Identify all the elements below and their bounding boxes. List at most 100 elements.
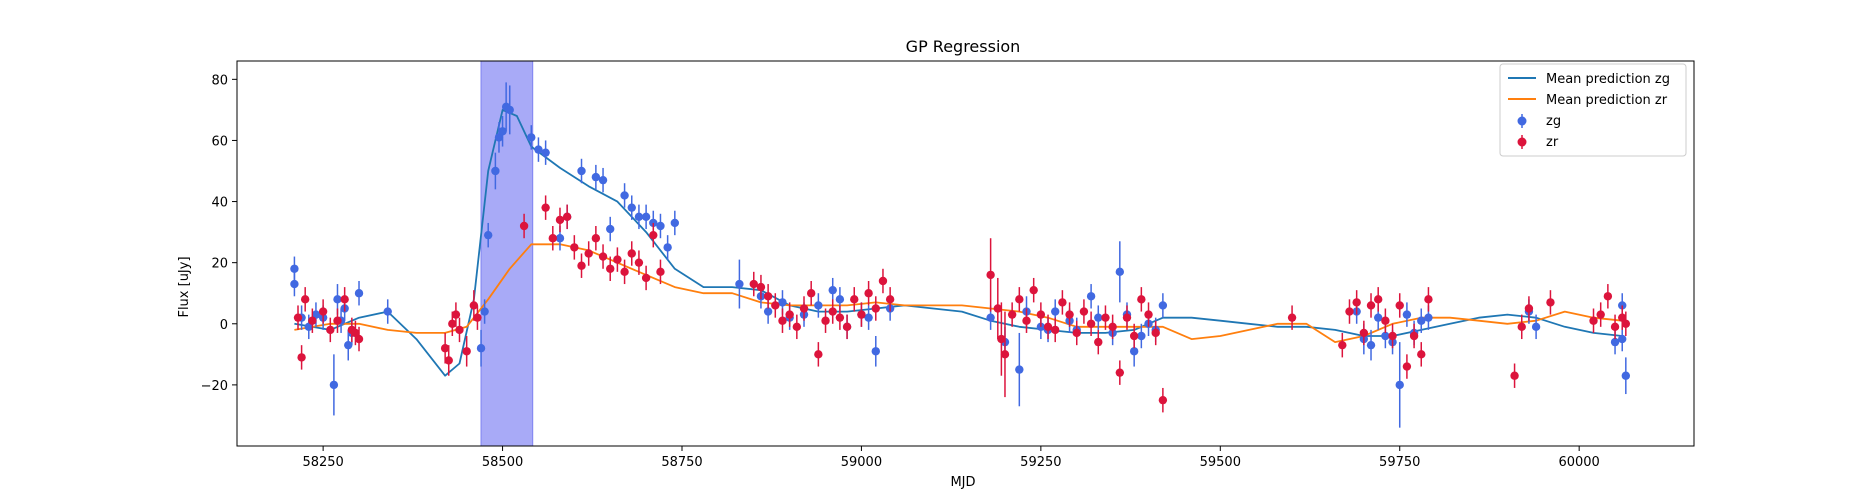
- data-point-zr-41: [778, 316, 787, 325]
- data-point-zg-71: [1158, 301, 1168, 310]
- x-tick-label-1: 58500: [482, 455, 523, 470]
- data-point-zr-73: [1094, 337, 1103, 347]
- data-point-zr-55: [878, 276, 888, 286]
- data-point-zg-76: [1381, 331, 1390, 341]
- data-point-zg-7: [333, 295, 342, 304]
- plot-area: [232, 60, 1695, 451]
- data-point-zr-29: [606, 264, 615, 273]
- data-point-zr-27: [591, 234, 601, 243]
- data-point-zr-69: [1065, 310, 1074, 319]
- data-point-zg-4: [311, 310, 321, 319]
- data-point-zg-28: [591, 172, 601, 182]
- data-point-zg-38: [670, 218, 680, 228]
- data-point-zg-30: [606, 224, 615, 234]
- data-point-zr-2: [300, 295, 310, 304]
- data-point-zr-98: [1517, 322, 1526, 332]
- data-point-zr-22: [555, 215, 565, 225]
- data-point-zg-12: [354, 289, 364, 298]
- data-point-zr-56: [885, 295, 895, 304]
- data-point-zr-34: [641, 273, 651, 283]
- data-point-zr-71: [1079, 307, 1089, 316]
- data-point-zr-5: [326, 325, 335, 335]
- y-tick-label-0: −20: [201, 379, 228, 394]
- data-point-zg-42: [778, 298, 787, 307]
- legend-marker-zg: [1517, 116, 1527, 126]
- data-point-zg-68: [1137, 331, 1146, 341]
- data-point-zr-68: [1058, 298, 1067, 307]
- data-point-zg-84: [1531, 322, 1541, 332]
- data-point-zg-45: [814, 301, 823, 310]
- data-point-zg-53: [986, 313, 995, 322]
- data-point-zr-92: [1395, 301, 1404, 310]
- data-point-zg-47: [835, 295, 845, 304]
- data-point-zr-20: [541, 203, 550, 212]
- data-point-zr-95: [1417, 350, 1426, 359]
- data-point-zr-88: [1366, 301, 1376, 310]
- legend-label-zr: zr: [1546, 135, 1559, 150]
- data-point-zg-23: [534, 145, 543, 154]
- data-point-zr-89: [1373, 295, 1383, 304]
- data-point-zr-15: [455, 325, 464, 335]
- legend-label-zg: zg: [1546, 114, 1561, 129]
- data-point-zg-16: [484, 230, 493, 240]
- y-tick-label-3: 40: [211, 196, 228, 211]
- data-point-zr-30: [613, 255, 622, 264]
- data-point-zr-9: [351, 328, 360, 338]
- data-point-zg-10: [344, 340, 353, 350]
- data-point-zg-55: [1015, 365, 1024, 374]
- data-point-zr-101: [1589, 316, 1598, 325]
- data-point-zr-84: [1338, 340, 1347, 350]
- y-axis-label: Flux [uJy]: [177, 256, 192, 317]
- data-point-zg-85: [1610, 337, 1620, 347]
- legend-marker-zr: [1517, 137, 1527, 147]
- data-point-zr-76: [1115, 368, 1125, 377]
- data-point-zg-24: [541, 148, 550, 157]
- data-point-zg-39: [735, 279, 744, 289]
- data-point-zr-93: [1402, 362, 1412, 371]
- data-point-zg-37: [663, 243, 672, 252]
- data-point-zg-65: [1115, 267, 1125, 277]
- data-point-zr-64: [1029, 285, 1038, 295]
- data-point-zr-52: [857, 310, 866, 319]
- data-point-zg-87: [1621, 371, 1631, 380]
- data-point-zr-87: [1359, 328, 1369, 338]
- data-point-zg-51: [871, 347, 880, 356]
- x-tick-label-3: 59000: [841, 455, 882, 470]
- data-point-zg-31: [620, 191, 629, 200]
- x-tick-label-7: 60000: [1558, 455, 1599, 470]
- data-point-zg-22: [527, 133, 536, 142]
- data-point-zr-80: [1144, 310, 1153, 319]
- data-point-zg-82: [1424, 313, 1433, 322]
- data-point-zr-16: [462, 347, 471, 356]
- data-point-zr-28: [598, 252, 608, 261]
- x-tick-label-5: 59500: [1200, 455, 1241, 470]
- data-point-zr-70: [1072, 328, 1081, 338]
- data-point-zr-67: [1051, 325, 1060, 335]
- data-point-zr-77: [1122, 313, 1132, 322]
- data-point-zg-15: [480, 307, 489, 316]
- data-point-zg-3: [304, 322, 313, 332]
- data-point-zr-6: [333, 316, 342, 325]
- data-point-zr-48: [828, 307, 837, 316]
- data-point-zg-75: [1373, 313, 1383, 322]
- data-point-zr-59: [997, 334, 1006, 344]
- x-tick-label-0: 58250: [302, 455, 343, 470]
- data-point-zr-60: [1000, 350, 1010, 359]
- data-point-zr-12: [444, 356, 453, 365]
- data-point-zg-81: [1417, 316, 1426, 325]
- data-point-zr-62: [1015, 295, 1024, 304]
- data-point-zr-7: [340, 295, 349, 304]
- data-point-zr-51: [850, 295, 859, 304]
- x-tick-label-4: 59250: [1020, 455, 1061, 470]
- data-point-zg-13: [383, 307, 392, 316]
- data-point-zr-49: [835, 313, 845, 322]
- data-point-zr-53: [864, 289, 873, 298]
- data-point-zg-21: [505, 105, 514, 115]
- data-point-zr-18: [473, 313, 482, 322]
- legend: Mean prediction zg Mean prediction zr zg…: [1499, 63, 1687, 157]
- data-point-zg-27: [577, 166, 586, 176]
- data-point-zr-46: [814, 350, 823, 359]
- data-point-zr-75: [1108, 322, 1117, 332]
- data-point-zr-100: [1546, 298, 1555, 307]
